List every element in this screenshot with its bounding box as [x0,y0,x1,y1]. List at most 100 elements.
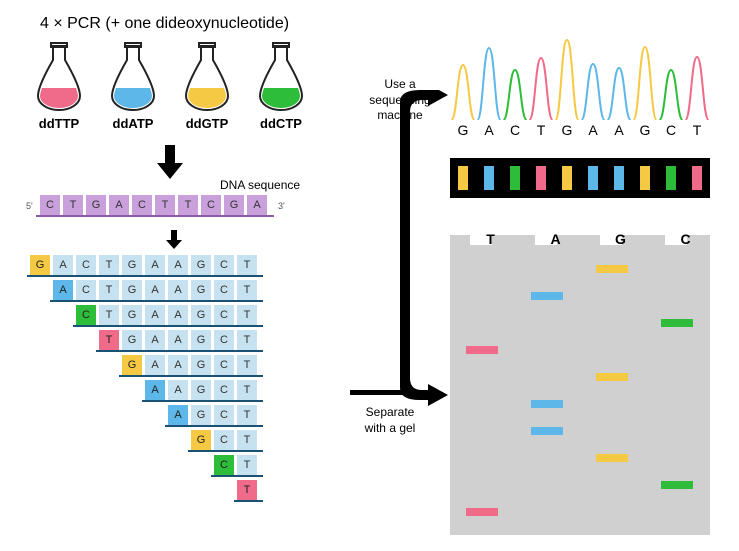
seq-band [666,166,676,190]
frag-base: T [99,255,119,275]
flask-label: ddCTP [260,116,302,131]
fragment-row: GCT [191,430,257,450]
flask: ddCTP [252,40,310,131]
template-base: G [224,195,244,215]
frag-base: G [122,305,142,325]
template-base: T [178,195,198,215]
frag-line [211,475,263,477]
frag-base: A [145,330,165,350]
frag-base: C [214,255,234,275]
frag-base: T [99,305,119,325]
template-base: T [155,195,175,215]
seq-band [562,166,572,190]
gel-band [531,400,563,408]
frag-base: C [214,305,234,325]
chrom-letter: A [580,122,606,138]
gel-label: Separatewith a gel [355,405,425,436]
sequencing-machine-label: Use asequencingmachine [360,77,440,124]
chromatogram [450,30,710,120]
five-prime-label: 5' [26,201,33,211]
dd-base: G [191,430,211,450]
fragment-row: TGAAGCT [99,330,257,350]
gel-band [531,427,563,435]
dd-base: A [145,380,165,400]
gel-band [596,454,628,462]
seq-band [614,166,624,190]
template-base: A [247,195,267,215]
fragment-row: CT [214,455,257,475]
flask-icon [106,40,160,112]
frag-base: T [237,255,257,275]
frag-base: A [168,280,188,300]
fragment-row: T [237,480,257,500]
chromatogram-letters: GACTGAAGCT [450,122,710,138]
frag-base: A [168,380,188,400]
template-base: A [109,195,129,215]
template-base: G [86,195,106,215]
gel-band [531,292,563,300]
frag-base: C [214,380,234,400]
frag-base: C [214,355,234,375]
frag-base: A [145,355,165,375]
template-row: CTGACTTCGA [40,195,267,215]
down-arrow-icon [155,145,185,181]
fragment-row: ACTGAAGCT [53,280,257,300]
seq-band [588,166,598,190]
flask: ddATP [104,40,162,131]
seq-band [536,166,546,190]
seq-band [510,166,520,190]
frag-base: G [122,330,142,350]
fragment-row: AAGCT [145,380,257,400]
frag-base: T [237,305,257,325]
chrom-letter: C [502,122,528,138]
chrom-letter: C [658,122,684,138]
frag-base: T [237,330,257,350]
down-arrow-small-icon [165,230,183,250]
flask-label: ddATP [113,116,154,131]
flask-icon [180,40,234,112]
frag-base: T [237,430,257,450]
frag-base: G [191,330,211,350]
dd-base: T [237,480,257,500]
frag-base: G [191,380,211,400]
frag-base: T [237,380,257,400]
dd-base: A [53,280,73,300]
frag-line [27,275,263,277]
dd-base: A [168,405,188,425]
frag-base: A [145,305,165,325]
dd-base: G [122,355,142,375]
frag-base: T [237,405,257,425]
frag-base: C [214,430,234,450]
frag-line [234,500,263,502]
chrom-letter: A [606,122,632,138]
template-line [36,215,274,217]
dd-base: C [76,305,96,325]
frag-line [188,450,263,452]
seq-band [484,166,494,190]
branch-arrow-icon [350,90,450,420]
fragment-row: GACTGAAGCT [30,255,257,275]
gel-lane-label: G [588,231,653,247]
dd-base: T [99,330,119,350]
chrom-letter: G [554,122,580,138]
frag-base: G [191,280,211,300]
frag-line [96,350,263,352]
frag-base: A [53,255,73,275]
frag-base: A [168,255,188,275]
flask-icon [254,40,308,112]
template-base: C [40,195,60,215]
frag-base: G [122,255,142,275]
flask: ddGTP [178,40,236,131]
frag-base: G [122,280,142,300]
seq-band [692,166,702,190]
flask-icon [32,40,86,112]
frag-line [119,375,263,377]
gel-band [466,508,498,516]
frag-base: A [168,305,188,325]
frag-line [142,400,263,402]
chrom-letter: G [450,122,476,138]
flask: ddTTP [30,40,88,131]
gel-lane-label: C [653,231,718,247]
chrom-letter: T [684,122,710,138]
frag-base: C [76,280,96,300]
